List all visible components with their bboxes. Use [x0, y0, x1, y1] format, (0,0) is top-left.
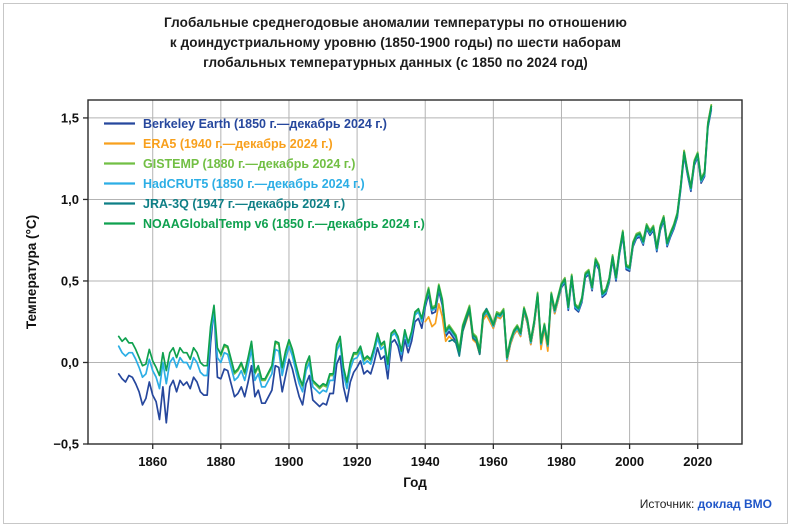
legend-item-jra-3q: JRA-3Q (1947 г.—декабрь 2024 г.)	[104, 197, 345, 211]
y-tick-label--0.5: −0,5	[53, 437, 79, 452]
x-tick-label-1860: 1860	[138, 454, 167, 469]
series-line-era5	[424, 104, 713, 362]
x-tick-label-2000: 2000	[615, 454, 644, 469]
y-tick-label-1: 1,0	[61, 192, 79, 207]
series-line-noaaglobaltemp-v6	[117, 105, 713, 388]
x-tick-label-1940: 1940	[411, 454, 440, 469]
x-tick-label-1880: 1880	[206, 454, 235, 469]
y-tick-label-1.5: 1,5	[61, 110, 79, 125]
y-axis-label: Температура (°C)	[24, 215, 39, 329]
source-line: Источник: доклад ВМО	[640, 497, 772, 511]
chart-title: Глобальные среднегодовые аномалии темпер…	[0, 13, 791, 73]
legend-label-jra-3q: JRA-3Q (1947 г.—декабрь 2024 г.)	[143, 197, 345, 211]
x-axis-label: Год	[403, 475, 427, 490]
y-tick-label-0: 0,0	[61, 355, 79, 370]
x-tick-label-1980: 1980	[547, 454, 576, 469]
legend-label-era5: ERA5 (1940 г.—декабрь 2024 г.)	[143, 137, 333, 151]
x-tick-label-1920: 1920	[343, 454, 372, 469]
chart-title-line-3: глобальных температурных данных (с 1850 …	[203, 55, 588, 70]
chart-title-line-1: Глобальные среднегодовые аномалии темпер…	[164, 15, 627, 30]
legend-item-berkeley-earth: Berkeley Earth (1850 г.—декабрь 2024 г.)	[104, 117, 387, 131]
legend-label-gistemp: GISTEMP (1880 г.—декабрь 2024 г.)	[143, 157, 355, 171]
source-label: Источник:	[639, 497, 695, 511]
legend-item-gistemp: GISTEMP (1880 г.—декабрь 2024 г.)	[104, 157, 355, 171]
source-link[interactable]: доклад ВМО	[697, 497, 772, 511]
legend-label-berkeley-earth: Berkeley Earth (1850 г.—декабрь 2024 г.)	[143, 117, 387, 131]
plot-frame	[87, 99, 743, 445]
legend-item-noaaglobaltemp-v6: NOAAGlobalTemp v6 (1850 г.—декабрь 2024 …	[104, 217, 425, 231]
x-tick-label-1960: 1960	[479, 454, 508, 469]
x-tick-label-1900: 1900	[275, 454, 304, 469]
chart-title-line-2: к доиндустриальному уровню (1850-1900 го…	[169, 35, 622, 50]
x-tick-label-2020: 2020	[683, 454, 712, 469]
legend-item-hadcrut5: HadCRUT5 (1850 г.—декабрь 2024 г.)	[104, 177, 365, 191]
legend-label-noaaglobaltemp-v6: NOAAGlobalTemp v6 (1850 г.—декабрь 2024 …	[143, 217, 425, 231]
y-tick-label-0.5: 0,5	[61, 273, 79, 288]
legend-item-era5: ERA5 (1940 г.—декабрь 2024 г.)	[104, 137, 333, 151]
legend-label-hadcrut5: HadCRUT5 (1850 г.—декабрь 2024 г.)	[143, 177, 365, 191]
